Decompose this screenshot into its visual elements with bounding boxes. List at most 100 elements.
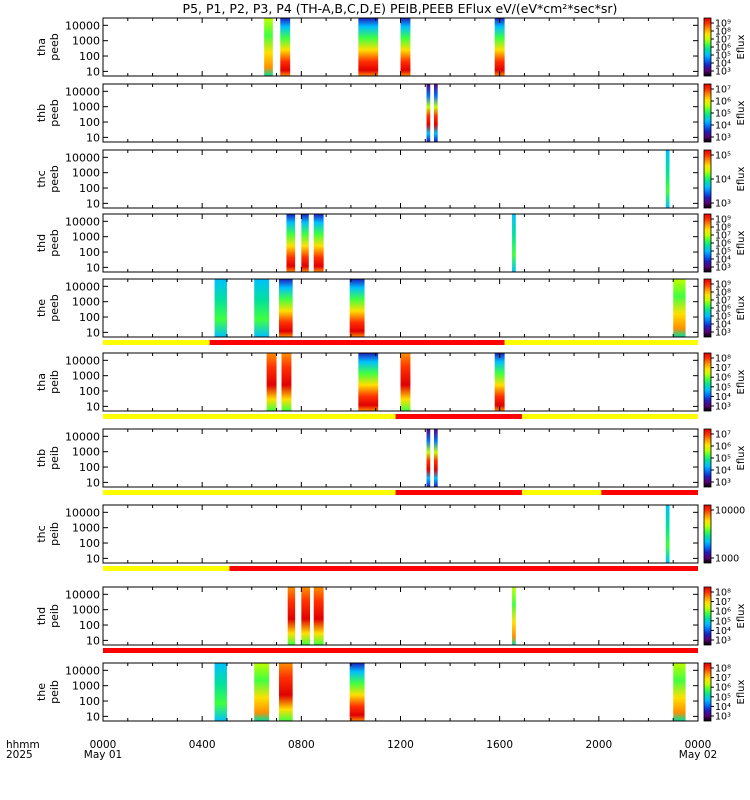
mode-bar-segment bbox=[103, 648, 698, 653]
panel-thd-peeb: 10 100 1000 10000 thd peeb 10³10⁴10⁵10⁶10⁷10⁸1… bbox=[35, 213, 747, 274]
spectrogram-block bbox=[349, 663, 365, 721]
colorbar-tick-label: 10⁸ bbox=[715, 223, 731, 234]
y-tick-label: 10 bbox=[86, 710, 100, 723]
colorbar-tick-label: 10⁴ bbox=[715, 466, 731, 477]
colorbar-tick-label: 10⁹ bbox=[715, 280, 731, 291]
probe-label: thd bbox=[35, 607, 48, 625]
x-tick-label: 1600 bbox=[486, 739, 513, 751]
y-tick-label: 10000 bbox=[65, 354, 100, 367]
colorbar-tick-label: 10⁴ bbox=[715, 392, 731, 403]
colorbar-tick-label: 10000 bbox=[715, 506, 745, 517]
colorbar bbox=[703, 83, 712, 143]
spectrogram-block bbox=[400, 18, 411, 76]
spectrogram-block bbox=[266, 353, 277, 411]
y-tick-label: 100 bbox=[79, 695, 100, 708]
spectrogram-block bbox=[673, 279, 686, 337]
colorbar-tick-label: 10⁴ bbox=[715, 320, 731, 331]
spectrogram-block bbox=[279, 663, 293, 721]
y-tick-label: 100 bbox=[79, 461, 100, 474]
x-date-label: May 01 bbox=[84, 749, 122, 761]
mode-bar-segment bbox=[229, 566, 698, 571]
y-tick-label: 100 bbox=[79, 619, 100, 632]
colorbar-tick-label: 10⁵ bbox=[715, 616, 731, 627]
x-tick-label: 0400 bbox=[189, 739, 216, 751]
colorbar-tick-label: 10⁵ bbox=[715, 454, 731, 465]
spectrogram-block bbox=[279, 279, 293, 337]
x-tick-label: 0000 bbox=[685, 739, 712, 751]
chart-title: P5, P1, P2, P3, P4 (TH-A,B,C,D,E) PEIB,P… bbox=[183, 1, 618, 16]
colorbar-tick-label: 10⁷ bbox=[715, 296, 731, 307]
colorbar-tick-label: 10⁸ bbox=[715, 664, 731, 675]
colorbar bbox=[703, 504, 712, 564]
y-tick-label: 1000 bbox=[72, 101, 100, 114]
spectrogram-block bbox=[426, 84, 431, 142]
panel-the-peeb: 10 100 1000 10000 the peeb 10³10⁴10⁵10⁶10⁷10⁸1… bbox=[35, 278, 747, 339]
spectrogram-block bbox=[512, 587, 516, 645]
instrument-label: peib bbox=[48, 680, 61, 704]
instrument-label: peeb bbox=[48, 99, 61, 127]
colorbar-label: Eflux bbox=[736, 369, 747, 394]
colorbar-tick-label: 10³ bbox=[715, 712, 731, 723]
panel-background bbox=[103, 429, 698, 487]
spectrogram-block bbox=[214, 663, 227, 721]
instrument-label: peeb bbox=[48, 33, 61, 61]
colorbar-tick-label: 10⁸ bbox=[715, 588, 731, 599]
spectrogram-block bbox=[301, 214, 309, 272]
spectrogram-block bbox=[286, 214, 296, 272]
spectrogram-block bbox=[281, 353, 292, 411]
spectrogram-block bbox=[426, 429, 431, 487]
colorbar-label: Eflux bbox=[736, 166, 747, 191]
colorbar-tick-label: 10⁶ bbox=[715, 373, 731, 384]
spectrogram-block bbox=[358, 18, 379, 76]
colorbar bbox=[703, 586, 712, 646]
spectrogram-block bbox=[665, 150, 670, 208]
probe-label: tha bbox=[35, 373, 48, 391]
colorbar-tick-label: 10⁹ bbox=[715, 19, 731, 30]
colorbar-tick-label: 10⁵ bbox=[715, 312, 731, 323]
mode-bar-segment bbox=[395, 414, 522, 419]
time-axis-row-label-2: 2025 bbox=[6, 749, 33, 761]
y-tick-label: 1000 bbox=[72, 35, 100, 48]
x-tick-label: 0000 bbox=[90, 739, 117, 751]
mode-bar-segment bbox=[521, 490, 602, 495]
probe-label: the bbox=[35, 299, 48, 317]
probe-label: thd bbox=[35, 234, 48, 252]
y-tick-label: 100 bbox=[79, 537, 100, 550]
colorbar-tick-label: 10⁵ bbox=[715, 51, 731, 62]
mode-bar-segment bbox=[209, 340, 505, 345]
instrument-label: peib bbox=[48, 446, 61, 470]
colorbar-tick-label: 10⁵ bbox=[715, 151, 731, 162]
colorbar-tick-label: 10⁸ bbox=[715, 288, 731, 299]
y-tick-label: 100 bbox=[79, 182, 100, 195]
mode-bar-segment bbox=[103, 566, 230, 571]
x-tick-label: 1200 bbox=[387, 739, 414, 751]
y-tick-label: 100 bbox=[79, 116, 100, 129]
spectrogram-block bbox=[494, 18, 505, 76]
probe-label: thb bbox=[35, 104, 48, 122]
spectrogram-block bbox=[287, 587, 296, 645]
colorbar-label: Eflux bbox=[736, 679, 747, 704]
colorbar bbox=[703, 428, 712, 488]
mode-bar bbox=[103, 566, 698, 571]
mode-bar-segment bbox=[504, 340, 698, 345]
mode-bar-segment bbox=[103, 490, 396, 495]
y-tick-label: 10000 bbox=[65, 85, 100, 98]
y-tick-label: 10000 bbox=[65, 19, 100, 32]
spectrogram-block bbox=[512, 214, 516, 272]
colorbar-tick-label: 10⁶ bbox=[715, 683, 731, 694]
colorbar-tick-label: 10⁶ bbox=[715, 239, 731, 250]
colorbar-tick-label: 10⁴ bbox=[715, 626, 731, 637]
colorbar-tick-label: 10⁶ bbox=[715, 607, 731, 618]
y-tick-label: 100 bbox=[79, 311, 100, 324]
y-tick-label: 10000 bbox=[65, 215, 100, 228]
colorbar-tick-label: 10⁴ bbox=[715, 59, 731, 70]
probe-label: tha bbox=[35, 38, 48, 56]
spectrogram-block bbox=[400, 353, 411, 411]
colorbar-tick-label: 10⁷ bbox=[715, 430, 731, 441]
mode-bar-segment bbox=[601, 490, 698, 495]
